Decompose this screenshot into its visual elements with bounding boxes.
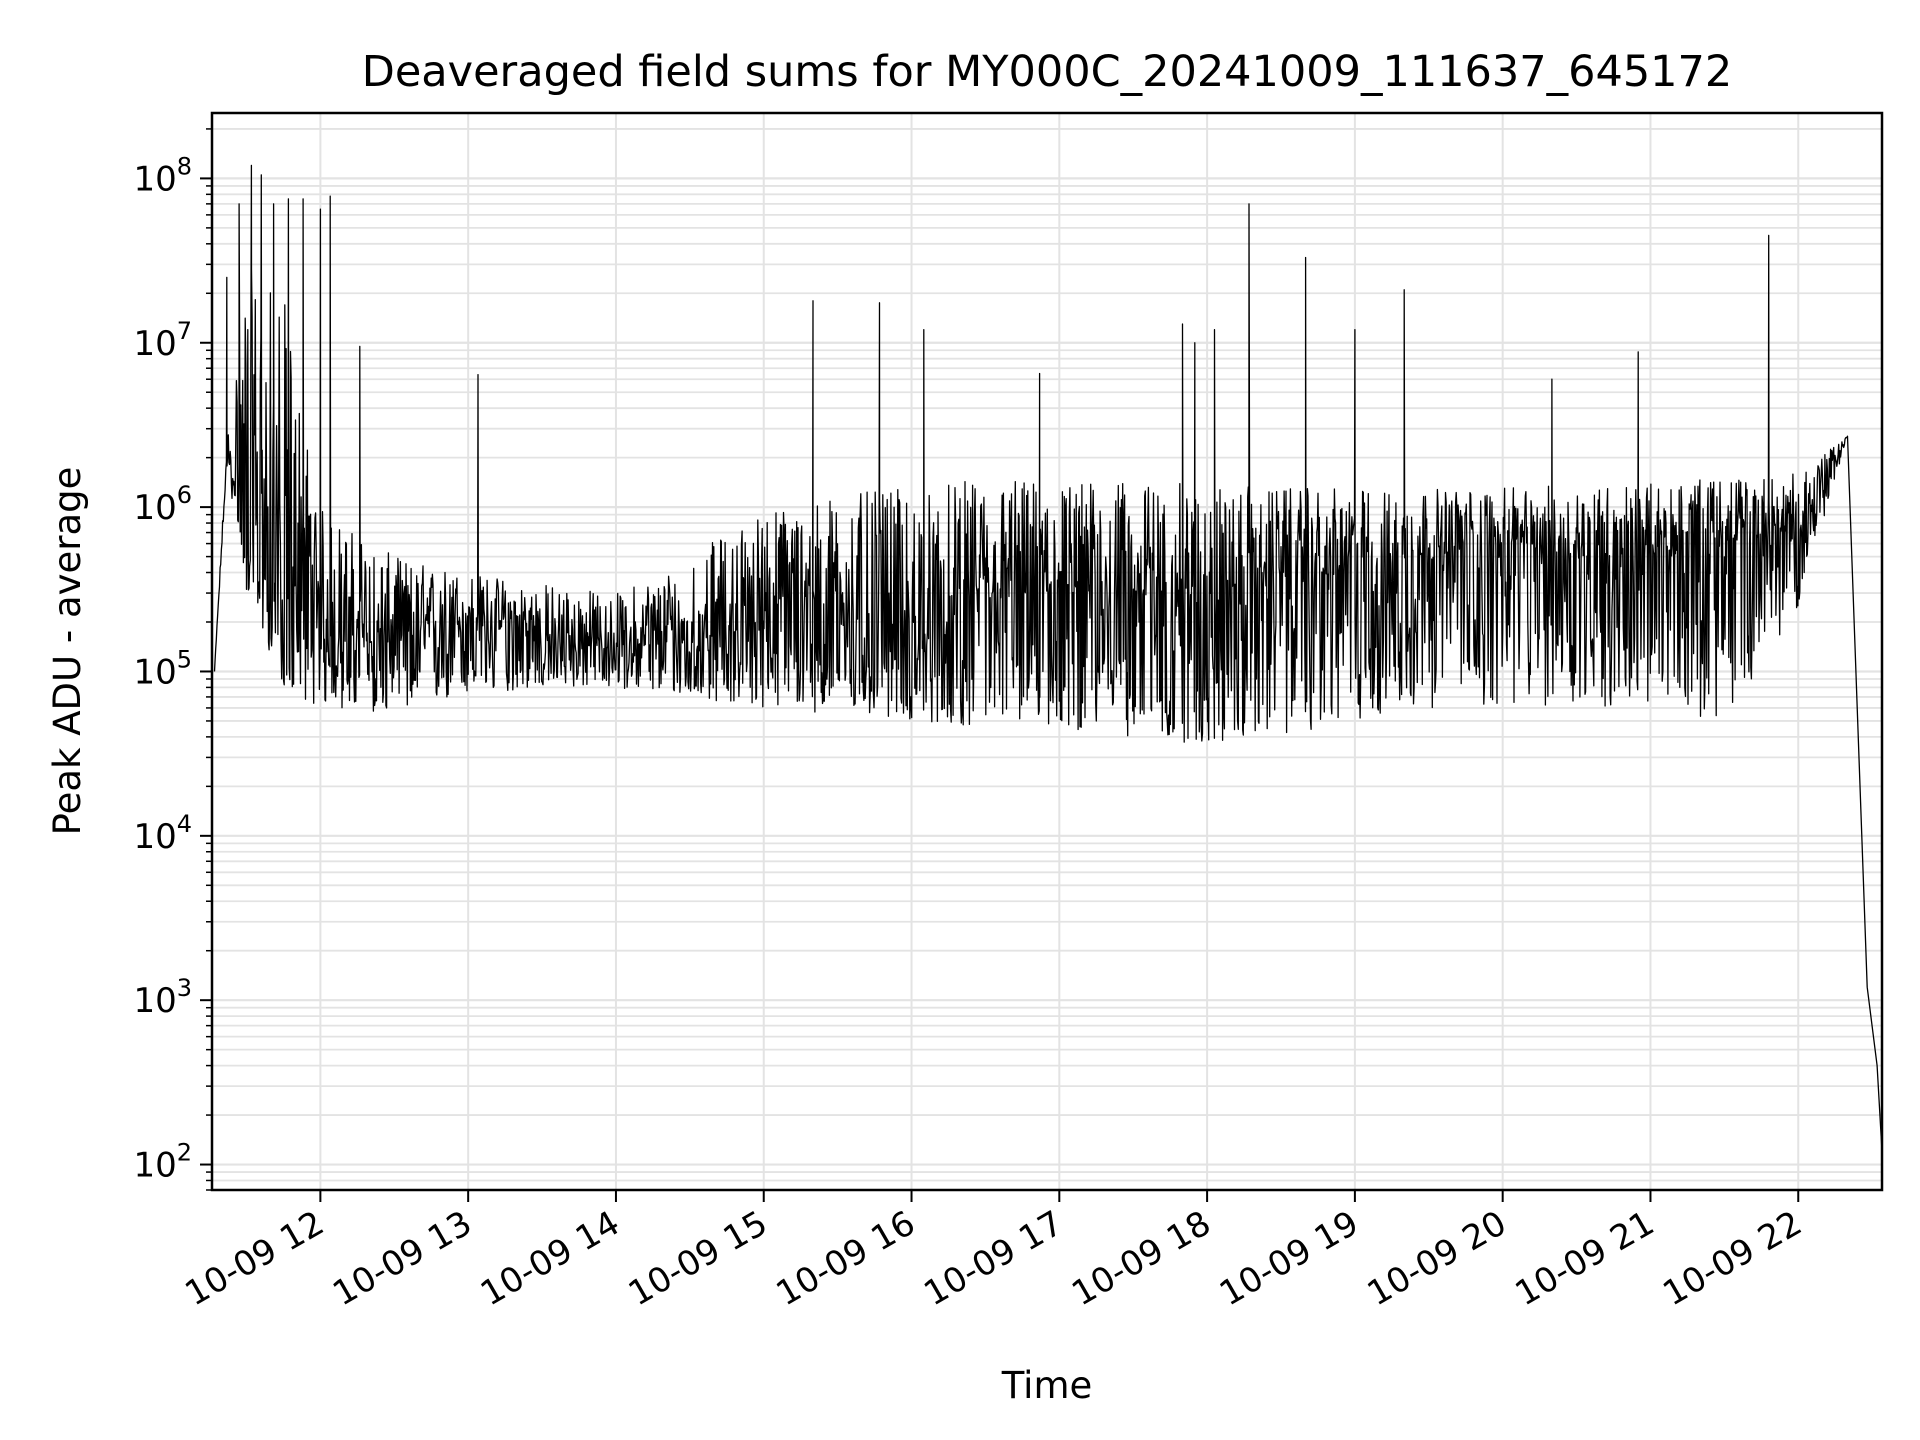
y-tick-base: 10 <box>133 324 176 364</box>
y-axis-title: Peak ADU - average <box>46 467 89 836</box>
y-tick-label: 102 <box>133 1139 192 1186</box>
y-tick-label: 107 <box>133 317 192 364</box>
y-tick-exponent: 4 <box>177 810 192 838</box>
y-tick-base: 10 <box>133 1146 176 1186</box>
y-tick-base: 10 <box>133 488 176 528</box>
y-tick-exponent: 6 <box>177 481 192 509</box>
y-tick-label: 106 <box>133 481 192 528</box>
chart-title: Deaveraged field sums for MY000C_2024100… <box>362 47 1733 97</box>
y-tick-exponent: 5 <box>177 645 192 673</box>
y-tick-label: 108 <box>133 152 192 199</box>
y-tick-base: 10 <box>133 652 176 692</box>
plot-frame <box>210 111 1884 1192</box>
series-line <box>213 164 1883 1152</box>
series-layer <box>213 164 1883 1152</box>
y-tick-exponent: 2 <box>177 1139 192 1167</box>
y-tick-base: 10 <box>133 817 176 857</box>
y-tick-exponent: 7 <box>177 317 192 345</box>
y-tick-label: 103 <box>133 974 192 1021</box>
y-tick-label: 105 <box>133 645 192 692</box>
y-tick-exponent: 8 <box>177 152 192 180</box>
y-tick-base: 10 <box>133 981 176 1021</box>
y-tick-exponent: 3 <box>177 974 192 1002</box>
y-tick-label: 104 <box>133 810 192 857</box>
y-tick-base: 10 <box>133 159 176 199</box>
x-axis-title: Time <box>1001 1364 1093 1407</box>
